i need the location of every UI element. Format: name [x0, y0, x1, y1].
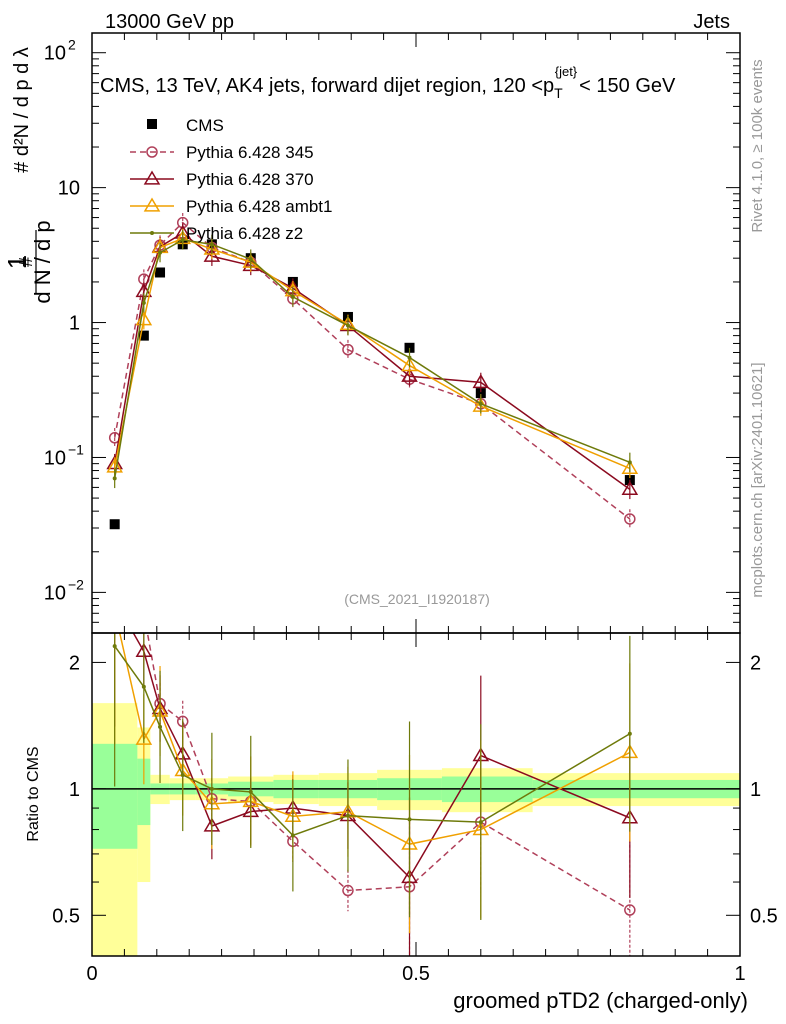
ratio-marker — [345, 813, 350, 818]
main-series-group — [106, 212, 639, 530]
series-marker — [621, 480, 639, 496]
y-tick-label-main: 10 — [44, 43, 66, 65]
y-tick-label-main: 10 — [44, 447, 66, 469]
ratio-line — [146, 633, 631, 911]
y-tick-label-exponent: −2 — [68, 576, 84, 592]
ratio-marker — [180, 772, 185, 777]
legend-label-cms: CMS — [186, 116, 224, 135]
series-marker — [621, 459, 639, 475]
x-tick-label: 0.5 — [402, 963, 430, 985]
series-marker — [401, 357, 418, 372]
series-marker — [180, 237, 185, 242]
series-marker — [345, 323, 350, 328]
ratio-marker — [342, 884, 354, 897]
ratio-marker — [624, 904, 636, 916]
ratio-marker — [158, 724, 163, 729]
ratio-marker — [478, 820, 483, 825]
ratio-marker — [112, 644, 117, 649]
series-marker — [141, 300, 146, 305]
y-tick-label-main: 10 — [58, 178, 80, 200]
series-marker — [472, 373, 490, 389]
legend-label: Pythia 6.428 370 — [186, 170, 314, 189]
legend-label: Pythia 6.428 345 — [186, 143, 314, 162]
x-tick-label: 0 — [86, 963, 97, 985]
y-tick-label-main: 1 — [69, 313, 80, 335]
legend: CMS Pythia 6.428 345 Pythia 6.428 370 Pythi… — [130, 116, 332, 243]
plot-title: CMS, 13 TeV, AK4 jets, forward dijet reg… — [100, 64, 676, 101]
y-tick-label-ratio: 0.5 — [52, 905, 80, 927]
y-axis-title-main-right: # d²N / d p d λ — [11, 47, 33, 173]
ratio-marker — [139, 608, 149, 618]
cms-data-point — [155, 267, 166, 278]
series-marker — [624, 513, 636, 525]
series-marker — [209, 242, 214, 247]
ratio-marker — [108, 604, 122, 616]
side-label-bottom: mcplots.cern.ch [arXiv:2401.10621] — [749, 362, 766, 597]
series-marker — [248, 257, 253, 262]
y-tick-label-exponent: −1 — [68, 441, 84, 457]
series-marker — [290, 294, 295, 299]
y-tick-label-exponent: 2 — [68, 37, 76, 53]
cms-data-point — [138, 330, 149, 341]
y-tick-label-ratio-right: 0.5 — [750, 905, 778, 927]
ratio-marker — [407, 817, 412, 822]
x-axis-title: groomed pTD2 (charged-only) — [453, 988, 748, 1013]
series-marker — [158, 250, 163, 255]
svg-text:#: # — [16, 257, 36, 267]
ratio-marker — [108, 593, 122, 605]
ratio-line — [114, 645, 631, 837]
ratio-marker — [141, 684, 146, 689]
side-label-top: Rivet 4.1.0, ≥ 100k events — [749, 59, 766, 232]
legend-marker — [150, 231, 154, 235]
series-line — [113, 221, 631, 520]
cms-data-point — [475, 388, 486, 399]
ratio-axis-title: Ratio to CMS — [25, 746, 42, 841]
header-left: 13000 GeV pp — [105, 11, 234, 33]
series-line — [113, 232, 631, 490]
series-marker — [203, 240, 221, 255]
series-marker — [627, 460, 632, 465]
ratio-marker — [135, 730, 153, 745]
y-tick-label-main: 10 — [44, 582, 66, 604]
legend-label: Pythia 6.428 z2 — [186, 224, 303, 243]
series-marker — [401, 367, 418, 382]
legend-marker — [146, 146, 158, 158]
legend-marker — [143, 197, 161, 212]
y-tick-label-ratio: 2 — [69, 652, 80, 674]
cms-data-point — [404, 342, 415, 353]
ratio-marker — [209, 786, 214, 791]
series-marker — [407, 355, 412, 360]
svg-text:d N / d p: d N / d p — [30, 220, 55, 303]
x-tick-label: 1 — [734, 963, 745, 985]
series-marker — [203, 247, 221, 262]
ratio-series-group — [108, 593, 639, 956]
series-marker — [478, 401, 483, 406]
ratio-marker — [290, 833, 295, 838]
series-marker — [135, 311, 153, 326]
ratio-uncertainty-bands — [92, 703, 740, 956]
series-marker — [342, 343, 354, 356]
y-tick-label-ratio-right: 2 — [750, 652, 761, 674]
legend-label: Pythia 6.428 ambt1 — [186, 197, 332, 216]
ratio-line — [118, 633, 631, 845]
y-axis-title-main-numerator: 1 — [2, 255, 32, 269]
y-tick-label-ratio: 1 — [69, 779, 80, 801]
series-marker — [112, 476, 117, 481]
legend-marker-cms — [147, 119, 157, 129]
series-line — [113, 239, 631, 479]
ratio-marker — [248, 789, 253, 794]
ratio-marker — [627, 731, 632, 736]
cms-data-point — [109, 519, 120, 530]
y-tick-label-ratio-right: 1 — [750, 779, 761, 801]
y-axis-title-main: # d N / d p — [16, 220, 55, 303]
ratio-band-stat — [137, 758, 151, 826]
legend-marker — [143, 170, 161, 185]
header-right: Jets — [693, 11, 730, 33]
analysis-id: (CMS_2021_I1920187) — [344, 591, 490, 607]
ratio-line — [132, 633, 631, 879]
